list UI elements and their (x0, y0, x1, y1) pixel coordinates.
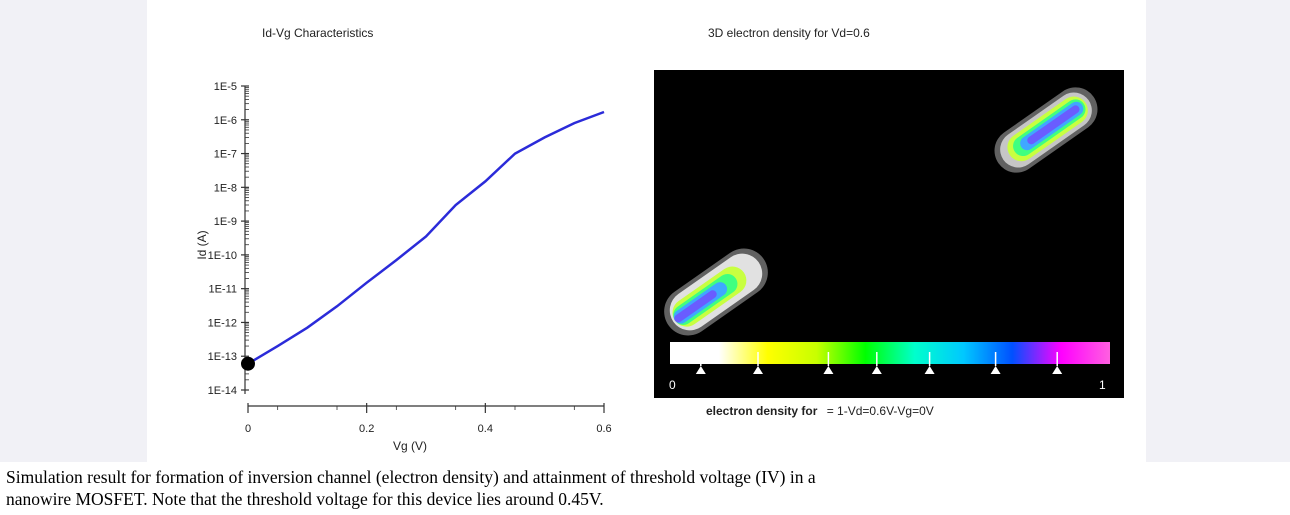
colorbar-marker-triangle (1052, 366, 1063, 374)
colorbar-markers (695, 352, 1063, 374)
colorbar-marker-triangle (823, 366, 834, 374)
caption-line-1: Simulation result for formation of inver… (6, 467, 816, 487)
caption-line-2: nanowire MOSFET. Note that the threshold… (6, 489, 604, 509)
density-legend-bold: electron density for (706, 404, 818, 418)
x-tick-label: 0.4 (478, 423, 493, 435)
figure-caption: Simulation result for formation of inver… (6, 466, 1286, 510)
colorbar-marker-triangle (695, 366, 706, 374)
y-ticks: 1E-5 1E-6 1E-7 1E-8 1E-9 1E-10 1E-11 1E-12 1E-13… (208, 81, 249, 397)
series-line (247, 110, 605, 365)
colorbar-min-label: 0 (669, 378, 676, 392)
y-tick-label: 1E-9 (214, 216, 237, 228)
left-margin-band (0, 0, 147, 462)
colorbar-marker-triangle (924, 366, 935, 374)
density-plot: 3D electron density for Vd=0.6 0 1 elect… (654, 26, 1124, 418)
y-tick-label: 1E-14 (208, 385, 237, 397)
x-axis-label: Vg (V) (393, 439, 427, 453)
colorbar-max-label: 1 (1099, 378, 1106, 392)
y-tick-label: 1E-6 (214, 115, 237, 127)
y-tick-label: 1E-5 (214, 81, 237, 93)
colorbar (670, 342, 1110, 364)
y-axis-label: Id (A) (195, 230, 209, 259)
start-point-marker (241, 356, 255, 371)
density-blob-source (664, 248, 768, 336)
colorbar-marker-triangle (753, 366, 763, 374)
density-blob-drain (994, 87, 1098, 173)
y-tick-label: 1E-11 (208, 284, 237, 296)
y-tick-label: 1E-13 (208, 351, 237, 363)
y-tick-label: 1E-12 (208, 317, 237, 329)
colorbar-marker-triangle (871, 366, 882, 374)
y-tick-label: 1E-10 (208, 250, 237, 262)
colorbar-marker-triangle (990, 366, 1001, 374)
chart-title: Id-Vg Characteristics (262, 26, 373, 40)
y-tick-label: 1E-7 (214, 149, 237, 161)
density-legend: electron density for = 1-Vd=0.6V-Vg=0V (706, 404, 934, 418)
density-legend-rest: = 1-Vd=0.6V-Vg=0V (827, 404, 934, 418)
x-tick-label: 0 (245, 423, 251, 435)
density-title: 3D electron density for Vd=0.6 (708, 26, 870, 40)
figure-svg: Id-Vg Characteristics 1E-51E-61E-71E-81E… (195, 26, 1124, 453)
id-vg-chart: Id-Vg Characteristics 1E-51E-61E-71E-81E… (195, 26, 612, 453)
y-tick-label: 1E-8 (214, 182, 237, 194)
x-ticks: 0 0.2 0.4 0.6 (245, 403, 612, 435)
x-tick-label: 0.6 (596, 423, 611, 435)
x-tick-label: 0.2 (359, 423, 374, 435)
right-margin-band (1146, 0, 1290, 462)
